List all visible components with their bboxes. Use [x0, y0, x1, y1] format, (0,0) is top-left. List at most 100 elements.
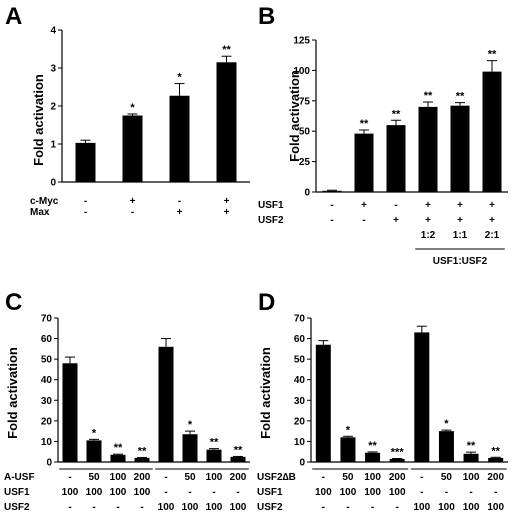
significance-label: * [92, 427, 97, 439]
bar [438, 431, 454, 462]
y-tick-label: 40 [41, 375, 53, 386]
row-cell: - [362, 215, 365, 226]
row-label: Max [30, 207, 50, 218]
panel-b-chart: 0 25 50 75 100 125 ** ** ** ** ** USF1 - + - + + + USF2 - - +… [258, 36, 508, 267]
panel-d-y-axis-label: Fold activation [258, 347, 273, 439]
panel-label-c: C [5, 289, 22, 316]
row-cell: 100 [413, 502, 430, 513]
row-cell: 100 [110, 487, 127, 498]
bar [206, 449, 222, 462]
row-cell: - [92, 502, 95, 513]
row-label: c-Myc [30, 196, 59, 207]
row-cell: 100 [206, 502, 223, 513]
row-cell: 1:1 [453, 230, 468, 241]
significance-label: ** [467, 440, 476, 452]
y-tick-label: 10 [41, 437, 53, 448]
ratio-bracket-label: USF1:USF2 [433, 256, 488, 267]
row-cell: - [212, 487, 215, 498]
bar [389, 458, 405, 462]
significance-label: ** [368, 440, 377, 452]
row-cell: + [489, 215, 495, 226]
row-cell: 200 [134, 472, 151, 483]
row-cell: 50 [88, 472, 100, 483]
y-tick-label: 30 [41, 396, 53, 407]
y-tick-label: 0 [299, 458, 305, 469]
bar [322, 190, 342, 192]
row-cell: 100 [182, 502, 199, 513]
y-tick-label: 70 [294, 314, 306, 325]
bar [488, 457, 504, 462]
y-tick-label: 4 [50, 26, 56, 37]
row-label: USF2∆B [257, 472, 296, 483]
significance-label: *** [391, 447, 405, 459]
y-tick-label: 20 [294, 416, 306, 427]
significance-label: ** [491, 445, 500, 457]
row-cell: 1:2 [421, 230, 436, 241]
row-cell: 100 [463, 472, 480, 483]
row-label: USF1 [257, 487, 283, 498]
row-cell: 100 [86, 487, 103, 498]
row-cell: - [396, 502, 399, 513]
bar [354, 133, 374, 192]
row-cell: - [68, 472, 71, 483]
row-cell: 100 [364, 487, 381, 498]
bar [315, 344, 331, 462]
significance-label: * [177, 72, 182, 84]
panel-b-y-axis-label: Fold activation [287, 70, 302, 162]
row-cell: - [445, 487, 448, 498]
y-tick-label: 10 [294, 437, 306, 448]
y-tick-label: 75 [299, 96, 311, 107]
row-cell: 100 [62, 487, 79, 498]
significance-label: * [346, 424, 351, 436]
bar [463, 453, 479, 462]
significance-label: * [130, 102, 135, 114]
row-cell: - [84, 196, 87, 207]
row-cell: - [68, 502, 71, 513]
row-cell: + [130, 196, 136, 207]
y-tick-label: 30 [294, 396, 306, 407]
row-cell: + [224, 207, 230, 218]
significance-label: ** [488, 49, 497, 61]
row-cell: + [425, 215, 431, 226]
row-cell: - [236, 487, 239, 498]
bar [182, 434, 198, 462]
bar [122, 115, 143, 182]
bar [230, 456, 246, 462]
row-cell: + [177, 207, 183, 218]
significance-label: * [188, 419, 193, 431]
row-cell: - [140, 502, 143, 513]
row-cell: 100 [110, 472, 127, 483]
row-cell: - [371, 502, 374, 513]
row-cell: - [346, 502, 349, 513]
y-tick-label: 40 [294, 375, 306, 386]
row-label: USF2 [4, 502, 30, 513]
row-cell: - [469, 487, 472, 498]
row-label: A-USF [4, 472, 35, 483]
row-cell: - [394, 200, 397, 211]
row-cell: + [361, 200, 367, 211]
bar [482, 71, 502, 192]
row-cell: - [494, 487, 497, 498]
row-cell: - [164, 487, 167, 498]
row-cell: + [224, 196, 230, 207]
row-cell: 100 [315, 487, 332, 498]
row-label: USF2 [258, 215, 284, 226]
row-cell: 100 [230, 502, 247, 513]
y-tick-label: 1 [50, 140, 56, 151]
y-tick-label: 2 [50, 102, 56, 113]
row-cell: 50 [184, 472, 196, 483]
significance-label: ** [222, 44, 231, 56]
row-cell: + [393, 215, 399, 226]
row-cell: - [420, 487, 423, 498]
row-cell: 200 [487, 472, 504, 483]
bar [110, 454, 126, 462]
significance-label: ** [234, 444, 243, 456]
bar [62, 363, 78, 462]
row-cell: - [322, 472, 325, 483]
y-tick-label: 50 [299, 127, 311, 138]
row-cell: - [178, 196, 181, 207]
